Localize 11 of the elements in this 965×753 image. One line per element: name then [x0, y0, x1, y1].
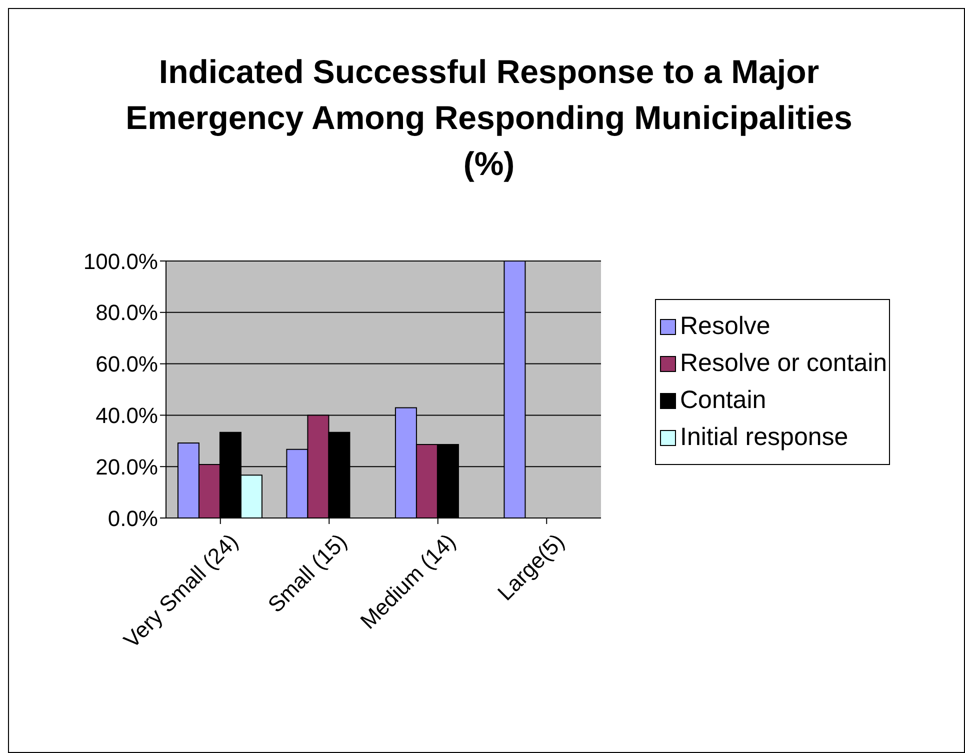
y-tick-label: 80.0%	[96, 300, 158, 326]
y-tick-label: 40.0%	[96, 403, 158, 428]
legend-label: Contain	[679, 385, 768, 416]
chart-title: Indicated Successful Response to a Major Emergency Among Responding Municipalities (%)	[124, 52, 854, 184]
legend-label: Resolve	[679, 311, 772, 342]
legend-label: Initial response	[679, 422, 850, 453]
y-tick-label: 20.0%	[96, 454, 158, 480]
y-tick-label: 0.0%	[108, 506, 158, 531]
y-tick-label: 100.0%	[83, 248, 158, 274]
y-tick-label: 60.0%	[96, 352, 158, 377]
legend-label: Resolve or contain	[679, 348, 888, 379]
